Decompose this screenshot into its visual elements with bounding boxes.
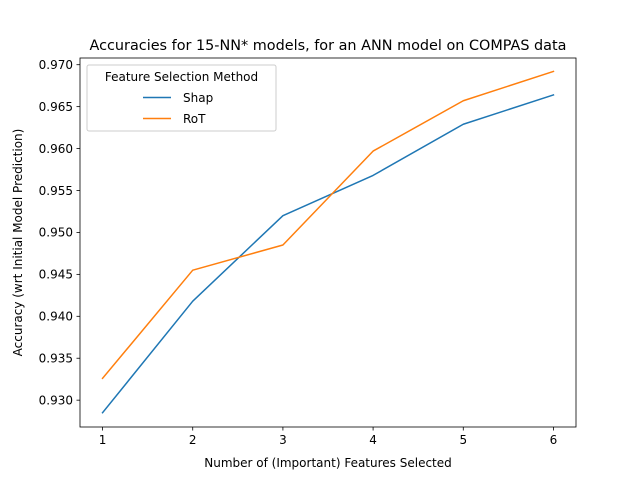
- series-line-rot: [101, 70, 555, 380]
- chart-title: Accuracies for 15-NN* models, for an ANN…: [90, 38, 567, 54]
- plot-area: [101, 70, 555, 414]
- x-axis-label: Number of (Important) Features Selected: [204, 456, 452, 470]
- legend-box: [86, 64, 277, 132]
- y-tick-label: 0.930: [39, 393, 73, 407]
- y-tick-label: 0.955: [39, 184, 73, 198]
- y-tick-label: 0.940: [39, 310, 73, 324]
- series-line-shap: [101, 93, 555, 414]
- y-tick-label: 0.965: [39, 100, 73, 114]
- y-tick-label: 0.960: [39, 142, 73, 156]
- y-axis: 0.930 0.935 0.940 0.945 0.950 0.955 0.960 0.965…: [39, 58, 80, 407]
- y-tick-label: 0.970: [39, 58, 73, 72]
- y-tick-label: 0.945: [39, 268, 73, 282]
- x-axis: 1 2 3 4 5 6: [99, 427, 558, 447]
- y-tick-label: 0.950: [39, 226, 73, 240]
- x-tick-label: 6: [550, 433, 558, 447]
- y-tick-label: 0.935: [39, 352, 73, 366]
- x-tick-label: 4: [369, 433, 377, 447]
- x-tick-label: 5: [459, 433, 467, 447]
- x-tick-label: 3: [279, 433, 287, 447]
- x-tick-label: 2: [189, 433, 197, 447]
- legend-label-shap: Shap: [183, 91, 213, 105]
- plot-frame: [79, 57, 577, 428]
- y-axis-label: Accuracy (wrt Initial Model Prediction): [11, 129, 25, 357]
- legend-title: Feature Selection Method: [105, 70, 258, 84]
- legend-label-rot: RoT: [183, 112, 206, 126]
- x-tick-label: 1: [99, 433, 107, 447]
- legend: Feature Selection Method Shap RoT: [86, 64, 277, 132]
